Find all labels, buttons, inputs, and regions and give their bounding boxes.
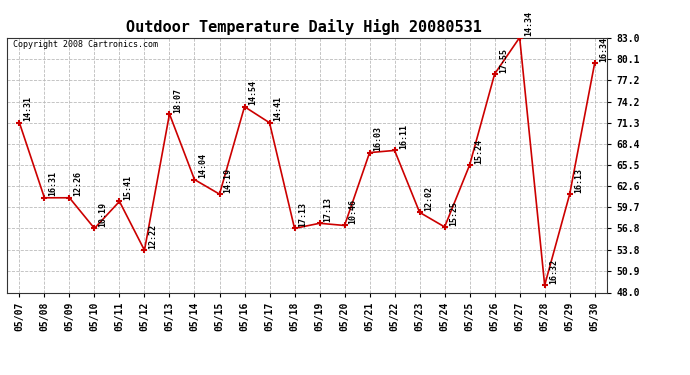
Text: 12:02: 12:02 <box>424 186 433 211</box>
Text: 15:24: 15:24 <box>474 139 483 164</box>
Text: 16:34: 16:34 <box>599 37 608 62</box>
Text: 14:34: 14:34 <box>524 11 533 36</box>
Text: 10:46: 10:46 <box>348 199 357 224</box>
Text: 17:55: 17:55 <box>499 48 508 72</box>
Text: 14:31: 14:31 <box>23 96 32 122</box>
Text: 14:54: 14:54 <box>248 80 257 105</box>
Text: 14:19: 14:19 <box>224 168 233 193</box>
Text: 12:26: 12:26 <box>74 171 83 196</box>
Text: 14:04: 14:04 <box>199 153 208 178</box>
Text: 16:32: 16:32 <box>549 259 558 284</box>
Text: 15:25: 15:25 <box>448 201 457 225</box>
Text: 16:13: 16:13 <box>574 168 583 193</box>
Text: 15:41: 15:41 <box>124 175 132 200</box>
Text: Copyright 2008 Cartronics.com: Copyright 2008 Cartronics.com <box>13 40 158 49</box>
Text: 17:13: 17:13 <box>324 197 333 222</box>
Text: 16:11: 16:11 <box>399 124 408 149</box>
Text: 16:03: 16:03 <box>374 126 383 151</box>
Text: Outdoor Temperature Daily High 20080531: Outdoor Temperature Daily High 20080531 <box>126 19 482 35</box>
Text: 16:31: 16:31 <box>48 171 57 196</box>
Text: 10:19: 10:19 <box>99 202 108 227</box>
Text: 17:13: 17:13 <box>299 202 308 227</box>
Text: 12:22: 12:22 <box>148 224 157 249</box>
Text: 18:07: 18:07 <box>174 88 183 112</box>
Text: 14:41: 14:41 <box>274 96 283 122</box>
